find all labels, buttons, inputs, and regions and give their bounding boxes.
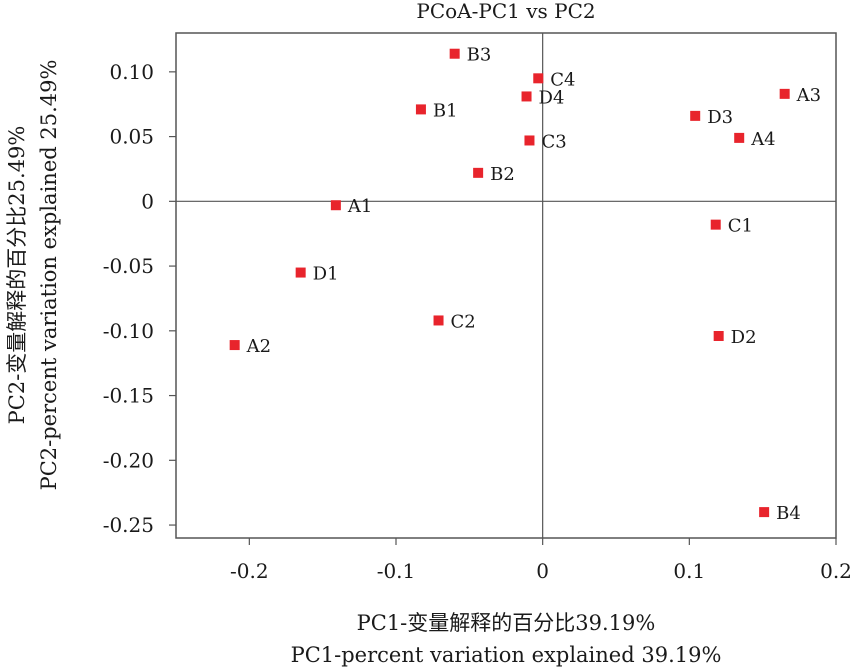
point-label-B4: B4 [776,503,801,524]
point-C1 [710,219,721,230]
point-A1 [330,200,341,211]
point-D3 [690,110,701,121]
point-label-C3: C3 [541,131,566,152]
x-tick-label: 0.1 [673,559,705,583]
y-tick-label: 0 [141,189,154,213]
point-B3 [449,48,460,59]
point-A3 [779,88,790,99]
point-label-A2: A2 [246,336,271,357]
x-tick-label: -0.2 [230,559,269,583]
point-D4 [521,91,532,102]
x-axis-label-en: PC1-percent variation explained 39.19% [291,643,722,667]
point-label-A4: A4 [750,129,775,150]
point-C2 [433,315,444,326]
y-tick-label: -0.05 [103,254,154,278]
y-tick-label: -0.25 [103,513,154,537]
y-tick-label: 0.05 [109,125,154,149]
point-label-D2: D2 [731,327,757,348]
point-A2 [229,340,240,351]
y-axis: 0.10 0.05 0 -0.05 -0.10 -0.15 -0.20 -0.25 [103,60,176,537]
point-B1 [415,104,426,115]
chart-title: PCoA-PC1 vs PC2 [416,0,595,23]
plot-frame [175,32,837,539]
y-tick-label: -0.15 [103,384,154,408]
point-B4 [759,507,770,518]
point-D2 [713,331,724,341]
point-label-D3: D3 [707,107,733,128]
point-C3 [524,135,535,146]
point-label-C2: C2 [451,311,476,332]
x-axis: -0.2 -0.1 0 0.1 0.2 [230,538,850,583]
point-label-B3: B3 [467,45,492,66]
point-D1 [295,267,306,278]
point-label-C1: C1 [728,216,753,237]
y-axis-label-cn: PC2-变量解释的百分比25.49% [5,126,29,425]
point-label-A3: A3 [796,85,821,106]
x-tick-label: 0 [536,559,549,583]
point-label-B1: B1 [433,100,458,121]
point-label-D1: D1 [313,264,339,285]
x-tick-label: -0.1 [377,559,416,583]
point-label-C4: C4 [550,69,575,90]
y-tick-label: -0.20 [103,448,154,472]
point-A4 [734,132,745,143]
x-axis-label-cn: PC1-变量解释的百分比39.19% [357,611,656,635]
y-tick-label: -0.10 [103,319,154,343]
x-tick-label: 0.2 [820,559,850,583]
point-label-B2: B2 [490,164,515,185]
y-axis-label-en: PC2-percent variation explained 25.49% [37,60,61,491]
y-tick-label: 0.10 [109,60,154,84]
point-C4 [533,73,544,84]
point-B2 [473,167,484,178]
point-label-D4: D4 [539,87,565,108]
point-label-A1: A1 [347,196,372,217]
